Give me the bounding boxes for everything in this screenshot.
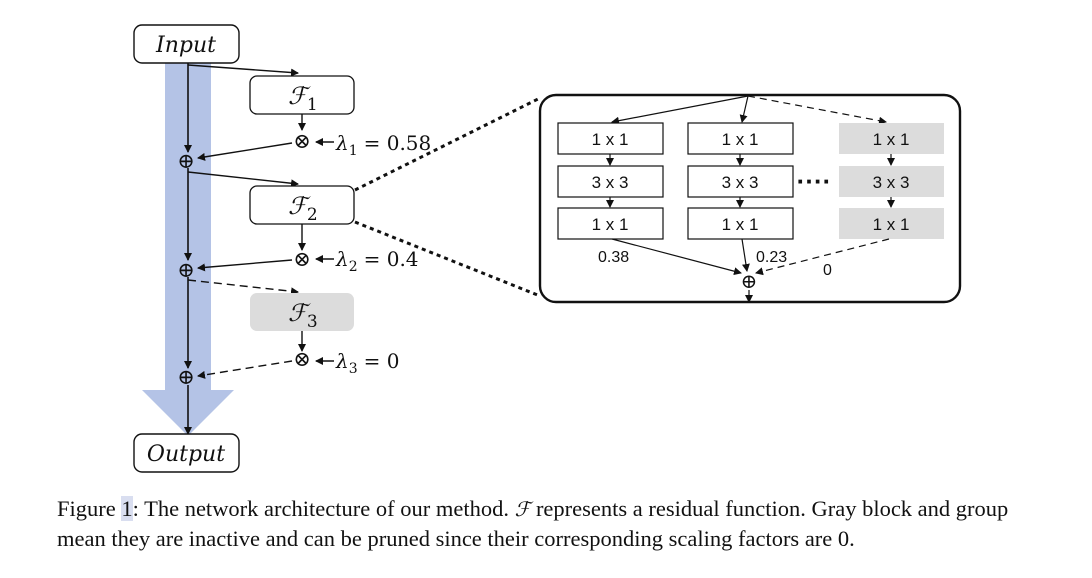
branch-arrow-3: [187, 279, 299, 296]
lambda-label-2: λ2 = 0.4: [335, 247, 419, 275]
layer-label: 1 x 1: [722, 130, 759, 149]
residual-block-2: ℱ2: [249, 185, 355, 225]
calligraphic-f-symbol: ℱ: [514, 497, 531, 521]
svg-text:ℱ1: ℱ1: [288, 82, 318, 115]
inset-group-1: 1 x 1 3 x 3 1 x 1: [557, 122, 664, 240]
layer-label: 3 x 3: [873, 173, 910, 192]
lambda-label-1: λ1 = 0.58: [335, 131, 431, 159]
output-label: Output: [147, 442, 225, 467]
lambda-label-3: λ3 = 0: [335, 349, 399, 377]
layer-label: 1 x 1: [592, 130, 629, 149]
layer-label: 3 x 3: [722, 173, 759, 192]
figure-caption: Figure 1: The network architecture of ou…: [57, 496, 1009, 551]
f-symbol: ℱ: [288, 299, 311, 327]
svg-text:ℱ3: ℱ3: [288, 299, 318, 332]
branch-arrow-2: [187, 171, 299, 188]
inset-group-3-inactive: 1 x 1 3 x 3 1 x 1: [839, 123, 944, 239]
multiply-node-2: ⊗: [293, 247, 311, 271]
layer-label: 1 x 1: [722, 215, 759, 234]
input-label: Input: [155, 33, 216, 58]
f-symbol: ℱ: [288, 82, 311, 110]
f-subscript: 2: [307, 205, 318, 225]
f-symbol: ℱ: [288, 192, 311, 220]
inset-ellipsis: ····: [797, 166, 832, 196]
scale-to-add-3: [197, 360, 293, 379]
input-node: Input: [133, 24, 240, 64]
figure-ref-link[interactable]: 1: [121, 496, 133, 521]
layer-label: 1 x 1: [873, 215, 910, 234]
inset-group-2: 1 x 1 3 x 3 1 x 1: [687, 122, 794, 240]
add-node-3: ⊕: [177, 365, 195, 389]
layer-label: 3 x 3: [592, 173, 629, 192]
scale-to-add-2: [197, 259, 293, 272]
f-subscript: 3: [307, 312, 318, 332]
group-scale-2: 0.23: [756, 249, 787, 266]
residual-block-3-inactive: ℱ3: [250, 293, 354, 332]
inset-add-node: ⊕: [741, 269, 758, 293]
residual-block-1: ℱ1: [249, 75, 355, 115]
zoom-line-bottom: [354, 220, 541, 298]
architecture-diagram: Input Output ℱ1 ℱ2 ℱ3 ⊗ ⊗ ⊗ λ1 = 0.58 λ2 =…: [133, 24, 962, 473]
layer-label: 1 x 1: [873, 130, 910, 149]
scale-to-add-1: [197, 142, 293, 161]
inset-panel: 1 x 1 3 x 3 1 x 1 1 x 1 3 x 3 1 x 1 ····…: [538, 93, 962, 304]
multiply-node-1: ⊗: [293, 129, 311, 153]
multiply-node-3: ⊗: [293, 347, 311, 371]
group-scale-1: 0.38: [598, 249, 629, 266]
svg-text:ℱ2: ℱ2: [288, 192, 318, 225]
branch-arrow-1: [187, 64, 299, 77]
group-scale-3: 0: [823, 262, 832, 279]
layer-label: 1 x 1: [592, 215, 629, 234]
add-node-1: ⊕: [177, 149, 195, 173]
add-node-2: ⊕: [177, 258, 195, 282]
output-node: Output: [133, 433, 240, 473]
zoom-line-top: [354, 96, 541, 192]
f-subscript: 1: [307, 95, 318, 115]
